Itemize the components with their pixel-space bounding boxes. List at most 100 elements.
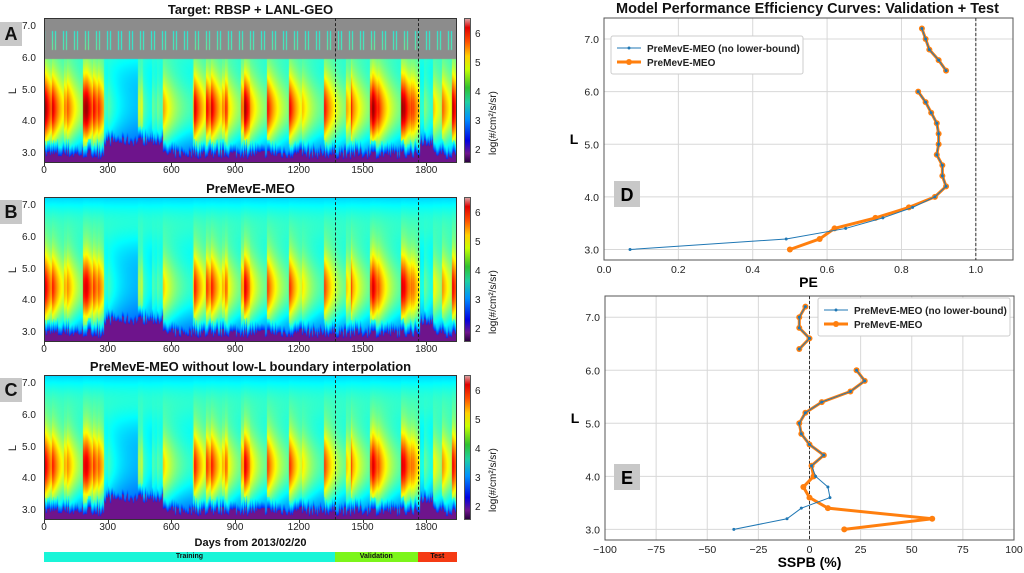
panel-label-box — [614, 464, 640, 490]
x-tick-label: 0 — [41, 522, 47, 533]
pe-chart: 0.0 0.2 0.4 0.6 0.8 1.0 3.0 4.0 5.0 6.0 7.0 PE L PreM… — [570, 17, 1014, 290]
x-tick-label: 0 — [41, 344, 47, 355]
right-title: Model Performance Efficiency Curves: Val… — [616, 1, 999, 17]
x-tick-label: 600 — [163, 165, 180, 176]
colorbar-tick-label: 5 — [475, 58, 481, 70]
x-tick-label: 1.0 — [969, 264, 984, 276]
data-point — [828, 496, 832, 500]
data-point — [803, 411, 807, 415]
x-tick-label: 25 — [855, 544, 867, 556]
data-point — [799, 432, 803, 436]
data-point — [784, 237, 788, 241]
data-point — [924, 37, 928, 41]
y-tick-label: 7.0 — [22, 200, 36, 212]
x-tick-label: 1200 — [287, 522, 310, 533]
x-tick — [362, 520, 364, 523]
y-tick-label: 7.0 — [22, 21, 36, 33]
data-point — [822, 453, 826, 457]
x-tick-label: 300 — [99, 522, 117, 533]
colorbar-tick-label: 4 — [475, 87, 481, 99]
heatmap-frame — [44, 375, 457, 520]
y-tick-label: 3.0 — [585, 524, 600, 536]
data-point — [911, 205, 915, 209]
x-tick-label: 0.6 — [820, 264, 835, 276]
y-tick-label: 5.0 — [584, 139, 599, 151]
colorbar-tick-label: 6 — [475, 29, 481, 41]
period-boundary-line — [334, 18, 336, 163]
y-tick-label: 3.0 — [22, 504, 36, 516]
legend-label: PreMevE-MEO — [647, 58, 716, 69]
x-tick — [362, 342, 364, 345]
data-point — [816, 235, 823, 242]
data-point — [806, 494, 813, 501]
x-tick-label: 0.2 — [671, 264, 686, 276]
data-point — [810, 464, 814, 468]
data-point — [732, 527, 736, 531]
colorbar-label: log(#/cm²/s/sr) — [488, 270, 499, 334]
y-tick-label: 5.0 — [22, 441, 36, 453]
legend-marker — [627, 46, 631, 50]
y-tick-label: 6.0 — [22, 409, 36, 421]
x-tick-label: 600 — [163, 344, 180, 355]
period-boundary-line — [417, 18, 419, 163]
period-training: Training — [44, 552, 335, 562]
data-point — [933, 195, 937, 199]
period-validation: Validation — [334, 552, 418, 562]
x-tick — [107, 342, 109, 345]
data-point — [808, 443, 811, 447]
legend — [817, 297, 1011, 337]
y-tick-label: 3.0 — [584, 244, 599, 256]
x-tick — [235, 342, 237, 345]
heatmap-b — [44, 197, 457, 342]
data-point — [797, 347, 801, 351]
x-tick-label: 100 — [1005, 544, 1023, 556]
x-tick — [298, 342, 300, 345]
colorbar-label: log(#/cm²/s/sr) — [488, 448, 499, 512]
data-point — [920, 27, 924, 31]
x-tick — [426, 163, 428, 166]
colorbar-tick-label: 5 — [475, 415, 481, 427]
x-tick — [107, 163, 109, 166]
heatmap-title-a: Target: RBSP + LANL-GEO — [167, 2, 334, 17]
x-tick — [298, 163, 300, 166]
data-point — [808, 336, 811, 340]
data-point — [863, 379, 867, 383]
data-point — [824, 505, 831, 512]
sspb-chart: −100 −75 −50 −25 0 25 50 75 100 3.0 4.0 5.0 6.0 7.0 SS… — [571, 295, 1023, 570]
data-point — [935, 121, 939, 125]
x-tick-label: 1800 — [415, 522, 438, 533]
colorbar-tick-label: 2 — [475, 145, 481, 157]
data-point — [785, 517, 789, 521]
colorbar-tick-label: 6 — [475, 208, 481, 220]
data-point — [786, 246, 793, 253]
y-tick-label: 7.0 — [585, 312, 600, 324]
y-tick-label: 6.0 — [585, 365, 600, 377]
heatmap-c — [44, 375, 457, 520]
legend-marker — [834, 308, 838, 312]
x-tick-label: 1800 — [415, 344, 438, 355]
colorbar-tick-label: 2 — [475, 324, 481, 336]
series-line-no-lower-bound — [629, 91, 947, 250]
colorbar-tick-label: 2 — [475, 502, 481, 514]
x-tick-label: 0.4 — [745, 264, 760, 276]
legend — [610, 35, 804, 75]
x-tick-label: 300 — [99, 344, 117, 355]
colorbar — [464, 197, 471, 342]
data-point — [924, 100, 928, 104]
data-point — [820, 400, 824, 404]
data-point — [944, 184, 948, 188]
y-axis-label: L — [7, 87, 20, 94]
colorbar — [464, 18, 471, 163]
data-point — [944, 69, 948, 73]
y-tick-label: 6.0 — [22, 52, 36, 64]
x-tick-label: 1500 — [351, 522, 374, 533]
x-tick-label: 1200 — [287, 165, 310, 176]
y-tick-label: 3.0 — [22, 326, 36, 338]
legend-label: PreMevE-MEO — [854, 320, 923, 331]
y-tick-label: 7.0 — [584, 34, 599, 46]
period-boundary-line — [334, 197, 336, 342]
data-point — [916, 90, 920, 94]
data-point — [797, 421, 801, 425]
heatmap-title-b: PreMevE-MEO — [206, 181, 295, 196]
